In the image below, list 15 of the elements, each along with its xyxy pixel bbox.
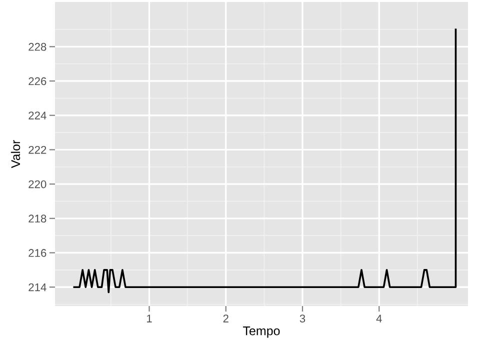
x-tick-label: 3	[300, 314, 306, 322]
x-tick-label: 4	[376, 314, 382, 322]
y-axis-title: Valor	[10, 140, 20, 168]
y-tick-label: 218	[28, 214, 46, 223]
y-tick-label: 214	[28, 283, 46, 292]
x-tick-label: 2	[223, 314, 228, 322]
x-tick-label: 1	[147, 314, 152, 322]
y-tick-label: 228	[28, 42, 46, 51]
y-tick-label: 222	[28, 146, 46, 154]
y-tick-label: 224	[28, 112, 46, 120]
x-axis-title: Tempo	[243, 326, 280, 338]
y-tick-label: 226	[28, 77, 46, 86]
y-tick-label: 220	[28, 180, 46, 188]
line-series	[73, 28, 457, 294]
y-tick-label: 216	[28, 249, 46, 257]
